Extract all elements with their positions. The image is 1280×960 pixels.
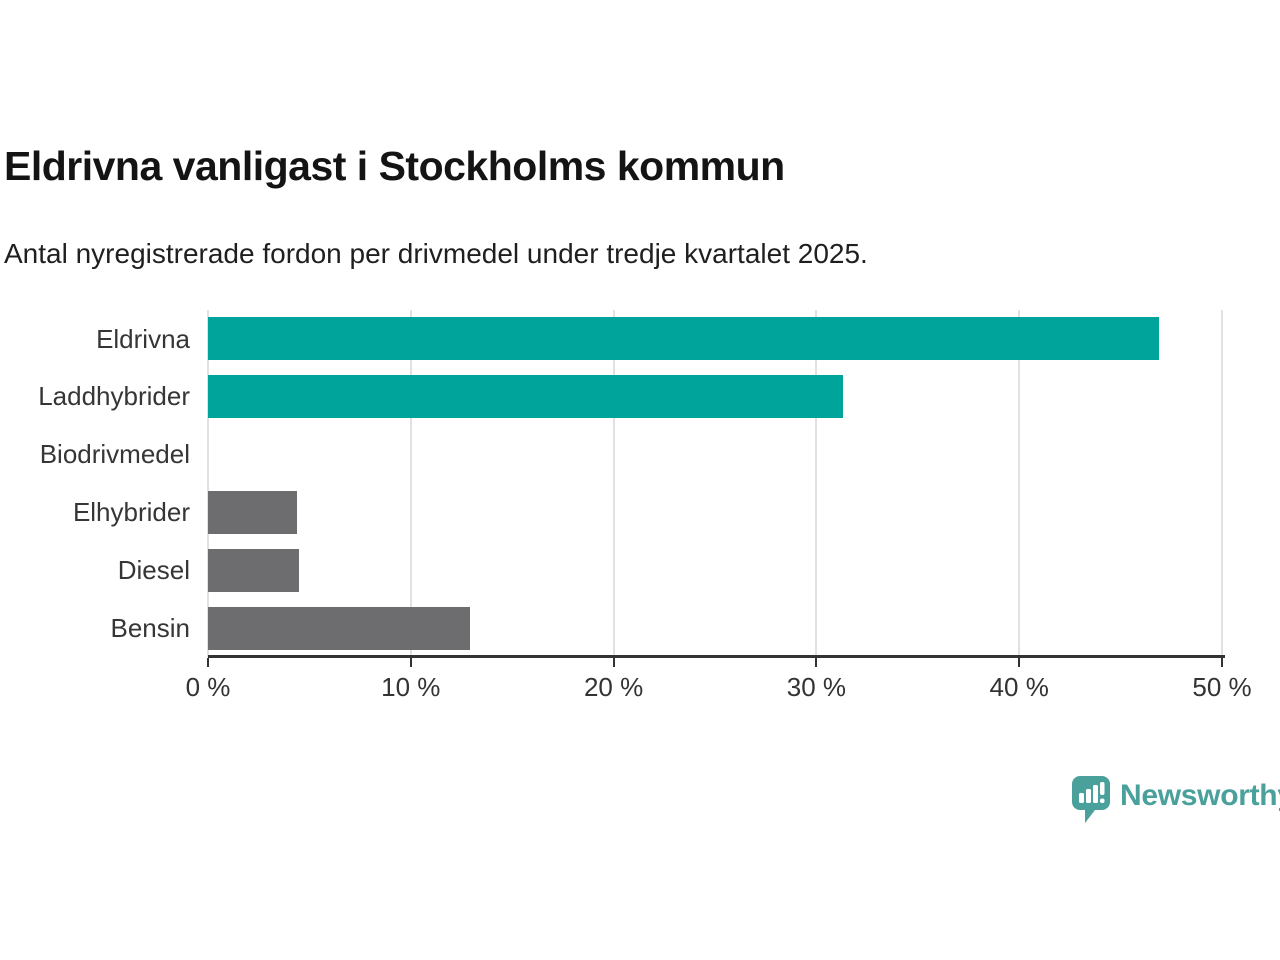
bar (208, 490, 298, 534)
category-label: Laddhybrider (38, 381, 190, 412)
newsworthy-bar-chart-bubble-icon (1072, 776, 1110, 823)
page-title: Eldrivna vanligast i Stockholms kommun (4, 143, 785, 189)
gridline (612, 310, 615, 657)
category-axis-labels: Eldrivna Laddhybrider Biodrivmedel Elhybrid… (0, 310, 190, 657)
category-label: Biodrivmedel (39, 439, 190, 470)
x-axis-tick-label: 30 % (786, 672, 847, 702)
x-axis-tick (409, 658, 412, 667)
x-axis-tick-label: 0 % (185, 672, 231, 702)
x-axis-tick-label: 40 % (989, 672, 1049, 702)
category-label: Eldrivna (96, 323, 190, 354)
category-label: Diesel (117, 554, 190, 585)
x-axis-tick (815, 658, 818, 667)
plot-area (207, 310, 1223, 657)
category-label: Bensin (110, 612, 191, 643)
page-subtitle: Antal nyregistrerade fordon per drivmede… (4, 238, 868, 269)
category-label: Elhybrider (72, 496, 190, 527)
gridline (1018, 310, 1021, 657)
x-axis-tick-label: 50 % (1192, 672, 1252, 702)
bar (208, 548, 300, 592)
gridline (1221, 310, 1223, 657)
x-axis-tick (207, 658, 209, 667)
bar (208, 317, 1160, 361)
newsworthy-logo: Newsworthy (1072, 776, 1280, 823)
x-axis-line (208, 655, 1225, 658)
horizontal-bar-chart: Eldrivna Laddhybrider Biodrivmedel Elhybrid… (0, 310, 1280, 710)
x-axis-tick (1018, 658, 1021, 667)
gridline (207, 310, 209, 657)
bar (208, 606, 470, 650)
gridline (409, 310, 412, 657)
x-axis-tick (1221, 658, 1223, 667)
x-axis-tick-label: 20 % (583, 672, 644, 702)
x-axis-tick (612, 658, 615, 667)
bar (208, 375, 843, 419)
gridline (815, 310, 818, 657)
newsworthy-logo-text: Newsworthy (1120, 779, 1280, 812)
x-axis-tick-label: 10 % (381, 672, 441, 702)
